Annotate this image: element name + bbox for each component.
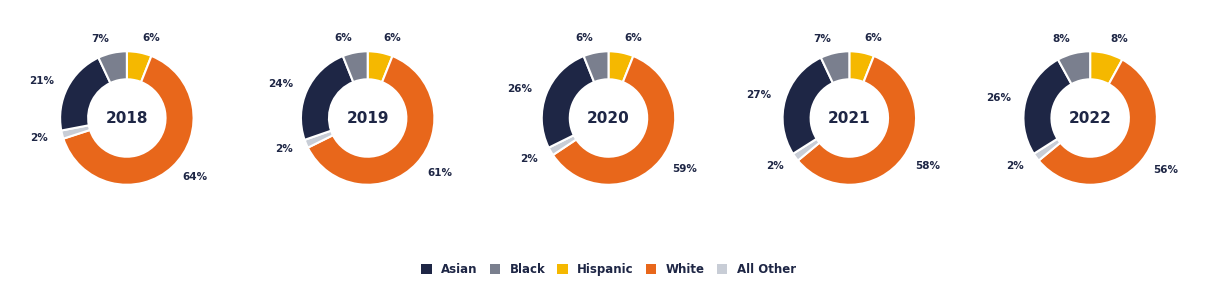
Text: 2022: 2022 (1069, 110, 1111, 126)
Wedge shape (368, 51, 392, 82)
Wedge shape (304, 131, 333, 148)
Wedge shape (301, 56, 353, 140)
Text: 26%: 26% (986, 93, 1011, 103)
Wedge shape (308, 56, 434, 185)
Wedge shape (549, 135, 577, 155)
Text: 7%: 7% (814, 33, 831, 44)
Wedge shape (1033, 139, 1060, 160)
Wedge shape (793, 139, 819, 160)
Text: 6%: 6% (624, 33, 641, 43)
Text: 2021: 2021 (828, 110, 870, 126)
Text: 8%: 8% (1053, 34, 1070, 44)
Text: 2%: 2% (275, 144, 292, 155)
Text: 6%: 6% (576, 33, 593, 43)
Text: 26%: 26% (507, 84, 533, 94)
Text: 2%: 2% (30, 133, 47, 143)
Wedge shape (1090, 51, 1122, 84)
Wedge shape (542, 56, 594, 148)
Wedge shape (61, 125, 90, 139)
Text: 6%: 6% (335, 33, 352, 43)
Wedge shape (783, 58, 832, 154)
Wedge shape (127, 51, 151, 82)
Text: 6%: 6% (383, 33, 400, 43)
Text: 2020: 2020 (587, 110, 630, 126)
Text: 7%: 7% (91, 33, 110, 44)
Text: 61%: 61% (427, 168, 453, 178)
Wedge shape (99, 51, 127, 83)
Wedge shape (584, 51, 608, 82)
Text: 24%: 24% (269, 79, 293, 89)
Text: 8%: 8% (1110, 34, 1128, 44)
Text: 2018: 2018 (106, 110, 148, 126)
Wedge shape (553, 56, 675, 185)
Text: 64%: 64% (183, 172, 208, 182)
Text: 58%: 58% (915, 161, 941, 171)
Wedge shape (608, 51, 633, 82)
Wedge shape (821, 51, 849, 83)
Text: 2%: 2% (520, 154, 538, 164)
Wedge shape (343, 51, 368, 82)
Wedge shape (1058, 51, 1090, 84)
Legend: Asian, Black, Hispanic, White, All Other: Asian, Black, Hispanic, White, All Other (416, 258, 801, 281)
Wedge shape (63, 56, 194, 185)
Wedge shape (798, 56, 916, 185)
Text: 2%: 2% (1006, 161, 1025, 171)
Text: 2019: 2019 (347, 110, 389, 126)
Text: 56%: 56% (1152, 165, 1178, 175)
Text: 6%: 6% (142, 33, 159, 43)
Text: 21%: 21% (29, 76, 55, 86)
Wedge shape (60, 58, 111, 131)
Text: 6%: 6% (864, 33, 882, 43)
Text: 2%: 2% (765, 161, 784, 171)
Wedge shape (849, 51, 874, 82)
Text: 59%: 59% (672, 164, 696, 174)
Wedge shape (1039, 60, 1157, 185)
Wedge shape (1023, 60, 1071, 154)
Text: 27%: 27% (746, 90, 772, 100)
